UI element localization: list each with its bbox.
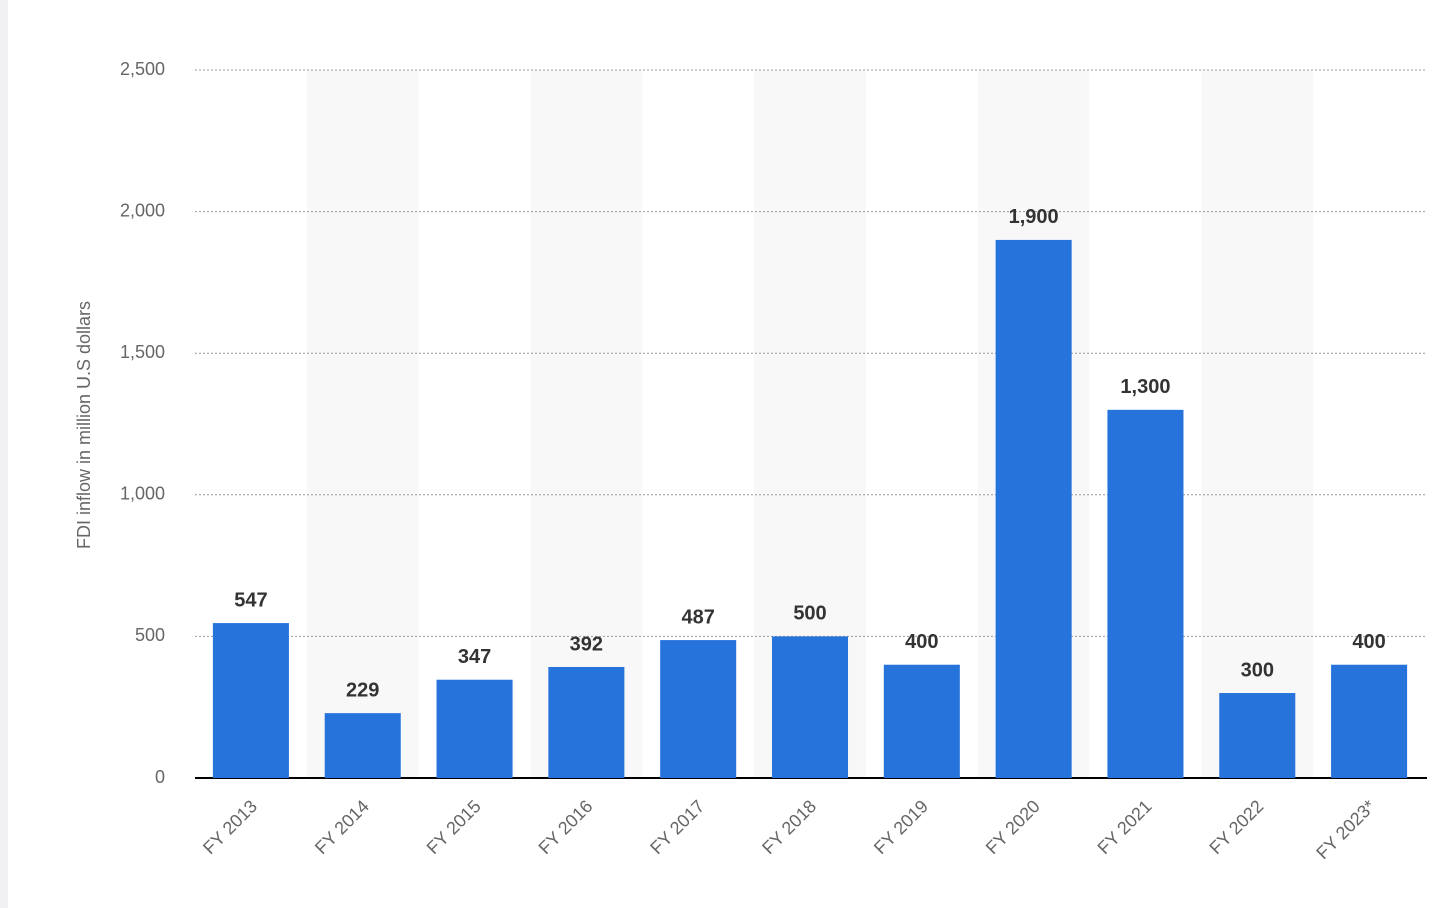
value-label: 400 [1352,631,1385,653]
value-label: 347 [458,646,491,668]
bar [212,623,289,778]
y-tick-label: 0 [155,767,165,787]
x-tick-label: FY 2014 [311,796,373,858]
y-tick-label: 2,000 [120,200,165,220]
column-band [530,70,643,778]
bar [1219,693,1296,778]
bar [436,679,513,778]
y-tick-label: 1,500 [120,342,165,362]
bar [771,636,849,778]
value-label: 1,300 [1120,376,1170,398]
x-tick-label: FY 2013 [199,796,261,858]
y-tick-label: 1,000 [120,484,165,504]
value-label: 547 [234,589,267,611]
x-tick-label: FY 2018 [758,796,820,858]
value-label: 300 [1241,659,1274,681]
x-tick-label: FY 2019 [870,796,932,858]
bar [548,666,625,778]
bar [660,640,737,778]
x-tick-label: FY 2023* [1312,796,1379,863]
value-label: 229 [346,679,379,701]
value-label: 1,900 [1009,206,1059,228]
value-label: 500 [793,603,826,625]
x-tick-label: FY 2015 [423,796,485,858]
x-tick-label: FY 2017 [646,796,708,858]
column-band [306,70,419,778]
page-edge [0,0,8,908]
bar [995,239,1072,779]
y-tick-label: 2,500 [120,59,165,79]
bar [883,664,960,778]
value-label: 487 [681,606,714,628]
value-label: 392 [570,633,603,655]
x-tick-label: FY 2022 [1205,796,1267,858]
bar [1331,664,1408,778]
y-tick-label: 500 [135,625,165,645]
x-tick-label: FY 2020 [982,796,1044,858]
bar [1107,409,1184,778]
y-axis-title: FDI inflow in million U.S dollars [74,301,94,549]
bar [324,713,401,778]
x-tick-label: FY 2016 [535,796,597,858]
value-label: 400 [905,631,938,653]
x-tick-label: FY 2021 [1094,796,1156,858]
column-band [1201,70,1314,778]
